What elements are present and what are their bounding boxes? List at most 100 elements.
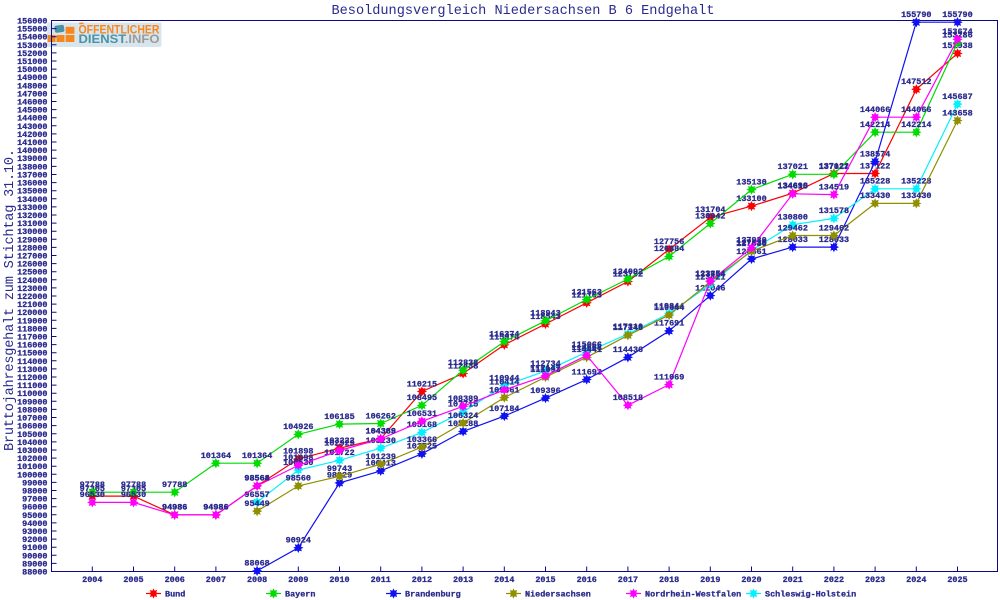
svg-text:2004: 2004: [82, 575, 102, 585]
svg-text:98000: 98000: [22, 487, 47, 497]
svg-text:115066: 115066: [572, 340, 602, 350]
svg-text:117310: 117310: [613, 322, 643, 332]
svg-text:2015: 2015: [535, 575, 555, 585]
svg-text:141000: 141000: [17, 138, 47, 148]
svg-text:135130: 135130: [736, 177, 766, 187]
svg-text:155790: 155790: [942, 10, 972, 20]
svg-text:Nordrhein-Westfalen: Nordrhein-Westfalen: [645, 590, 741, 600]
svg-text:117691: 117691: [654, 319, 684, 329]
svg-text:130000: 130000: [17, 227, 47, 237]
svg-text:131000: 131000: [17, 219, 47, 229]
svg-text:120000: 120000: [17, 308, 47, 318]
svg-text:100000: 100000: [17, 470, 47, 480]
svg-text:142214: 142214: [860, 120, 890, 130]
svg-text:119644: 119644: [654, 303, 684, 313]
svg-text:133430: 133430: [901, 191, 931, 201]
svg-text:124092: 124092: [613, 267, 643, 277]
svg-text:99743: 99743: [327, 464, 352, 474]
svg-text:103222: 103222: [324, 436, 354, 446]
svg-text:2023: 2023: [865, 575, 885, 585]
svg-text:137021: 137021: [819, 162, 849, 172]
svg-text:142000: 142000: [17, 130, 47, 140]
svg-text:112147: 112147: [530, 364, 560, 374]
svg-text:114000: 114000: [17, 357, 47, 367]
svg-text:2009: 2009: [288, 575, 308, 585]
svg-text:129462: 129462: [778, 223, 808, 233]
svg-text:101898: 101898: [283, 447, 313, 457]
svg-text:98560: 98560: [286, 474, 311, 484]
svg-text:2008: 2008: [247, 575, 267, 585]
svg-text:127756: 127756: [654, 237, 684, 247]
svg-text:148000: 148000: [17, 81, 47, 91]
svg-text:144066: 144066: [860, 105, 890, 115]
svg-text:121000: 121000: [17, 300, 47, 310]
svg-text:2024: 2024: [906, 575, 926, 585]
svg-text:127000: 127000: [17, 252, 47, 262]
svg-text:Besoldungsvergleich Niedersach: Besoldungsvergleich Niedersachsen B 6 En…: [332, 4, 715, 19]
svg-text:103000: 103000: [17, 446, 47, 456]
svg-text:91000: 91000: [22, 543, 47, 553]
svg-text:109396: 109396: [530, 386, 560, 396]
svg-text:2014: 2014: [494, 575, 514, 585]
svg-text:119000: 119000: [17, 316, 47, 326]
svg-text:129462: 129462: [819, 223, 849, 233]
svg-text:132000: 132000: [17, 211, 47, 221]
svg-text:OFFENTLICHER: OFFENTLICHER: [79, 23, 160, 37]
svg-text:104369: 104369: [366, 427, 396, 437]
svg-text:127930: 127930: [736, 236, 766, 246]
svg-text:2012: 2012: [412, 575, 432, 585]
svg-text:2018: 2018: [659, 575, 679, 585]
svg-text:133000: 133000: [17, 203, 47, 213]
svg-text:96557: 96557: [244, 490, 269, 500]
svg-text:143658: 143658: [942, 108, 972, 118]
svg-text:103366: 103366: [407, 435, 437, 445]
svg-text:117000: 117000: [17, 333, 47, 343]
svg-text:98564: 98564: [244, 474, 269, 484]
svg-text:156000: 156000: [17, 17, 47, 27]
svg-text:112734: 112734: [530, 359, 560, 369]
svg-text:151000: 151000: [17, 57, 47, 67]
svg-text:97000: 97000: [22, 495, 47, 505]
svg-text:126884: 126884: [654, 244, 684, 254]
svg-text:149000: 149000: [17, 73, 47, 83]
svg-text:104926: 104926: [283, 422, 313, 432]
svg-text:122000: 122000: [17, 292, 47, 302]
svg-text:101000: 101000: [17, 462, 47, 472]
svg-text:119844: 119844: [654, 301, 684, 311]
svg-text:150000: 150000: [17, 65, 47, 75]
svg-text:134000: 134000: [17, 195, 47, 205]
svg-text:123854: 123854: [695, 269, 725, 279]
svg-text:2022: 2022: [824, 575, 844, 585]
svg-text:110414: 110414: [489, 378, 519, 388]
svg-text:114436: 114436: [613, 345, 643, 355]
svg-text:117146: 117146: [613, 323, 643, 333]
svg-text:101098: 101098: [283, 453, 313, 463]
svg-text:140000: 140000: [17, 146, 47, 156]
svg-text:152000: 152000: [17, 49, 47, 59]
svg-text:96530: 96530: [121, 490, 146, 500]
svg-text:99000: 99000: [22, 478, 47, 488]
svg-text:2017: 2017: [618, 575, 638, 585]
svg-text:114668: 114668: [572, 343, 602, 353]
svg-text:147000: 147000: [17, 89, 47, 99]
svg-text:110944: 110944: [489, 373, 519, 383]
svg-text:124000: 124000: [17, 276, 47, 286]
svg-text:107184: 107184: [489, 404, 519, 414]
svg-text:101364: 101364: [242, 451, 272, 461]
svg-text:135228: 135228: [901, 177, 931, 187]
svg-text:112000: 112000: [17, 373, 47, 383]
svg-text:137122: 137122: [819, 161, 849, 171]
svg-text:2005: 2005: [123, 575, 143, 585]
svg-text:98568: 98568: [244, 474, 269, 484]
svg-text:142214: 142214: [901, 120, 931, 130]
svg-text:137000: 137000: [17, 171, 47, 181]
svg-text:109000: 109000: [17, 397, 47, 407]
svg-text:108000: 108000: [17, 405, 47, 415]
svg-text:138574: 138574: [860, 150, 890, 160]
svg-text:2006: 2006: [165, 575, 185, 585]
svg-text:88068: 88068: [244, 559, 269, 569]
svg-text:2020: 2020: [741, 575, 761, 585]
svg-text:95449: 95449: [244, 499, 269, 509]
svg-text:144000: 144000: [17, 114, 47, 124]
svg-text:134690: 134690: [778, 181, 808, 191]
